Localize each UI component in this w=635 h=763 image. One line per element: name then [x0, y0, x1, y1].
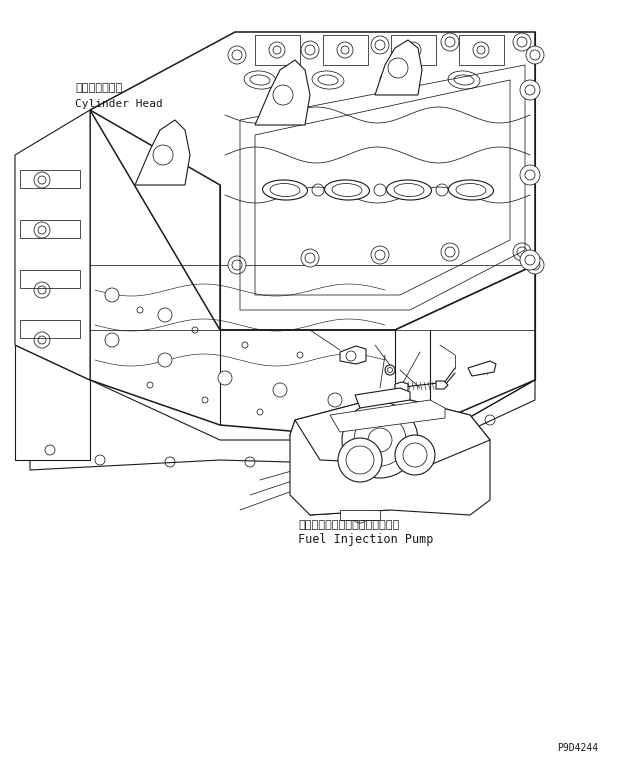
Polygon shape	[323, 35, 368, 65]
Circle shape	[301, 41, 319, 59]
Text: フェエルインジェクションポンプ: フェエルインジェクションポンプ	[298, 520, 399, 530]
Circle shape	[388, 58, 408, 78]
Circle shape	[105, 333, 119, 347]
Polygon shape	[468, 361, 496, 376]
Circle shape	[301, 249, 319, 267]
Polygon shape	[255, 60, 310, 125]
Circle shape	[520, 80, 540, 100]
Polygon shape	[135, 120, 190, 185]
Circle shape	[105, 288, 119, 302]
Polygon shape	[355, 388, 410, 408]
Circle shape	[273, 85, 293, 105]
Polygon shape	[30, 380, 535, 470]
Text: シリンダヘッド: シリンダヘッド	[75, 83, 123, 93]
Circle shape	[378, 401, 392, 415]
Circle shape	[218, 371, 232, 385]
Circle shape	[328, 393, 342, 407]
Circle shape	[513, 33, 531, 51]
Circle shape	[526, 46, 544, 64]
Polygon shape	[290, 395, 490, 515]
Polygon shape	[15, 345, 90, 460]
Circle shape	[371, 36, 389, 54]
Circle shape	[153, 145, 173, 165]
Polygon shape	[375, 40, 422, 95]
Polygon shape	[255, 35, 300, 65]
Polygon shape	[436, 381, 448, 389]
Circle shape	[273, 383, 287, 397]
Circle shape	[342, 402, 418, 478]
Text: P9D4244: P9D4244	[557, 743, 598, 753]
Text: Fuel Injection Pump: Fuel Injection Pump	[298, 533, 433, 546]
Polygon shape	[90, 110, 535, 440]
Polygon shape	[391, 35, 436, 65]
Polygon shape	[340, 346, 366, 364]
Circle shape	[520, 165, 540, 185]
Circle shape	[371, 246, 389, 264]
Polygon shape	[15, 110, 90, 380]
Text: Cylinder Head: Cylinder Head	[75, 99, 163, 109]
Circle shape	[228, 46, 246, 64]
Circle shape	[158, 353, 172, 367]
Polygon shape	[290, 420, 390, 515]
Ellipse shape	[324, 180, 370, 200]
Circle shape	[441, 243, 459, 261]
Circle shape	[520, 250, 540, 270]
Polygon shape	[90, 32, 535, 330]
Circle shape	[228, 256, 246, 274]
Polygon shape	[459, 35, 504, 65]
Polygon shape	[340, 510, 380, 520]
Circle shape	[526, 256, 544, 274]
Ellipse shape	[448, 180, 493, 200]
Ellipse shape	[387, 180, 432, 200]
Polygon shape	[330, 400, 445, 432]
Polygon shape	[295, 395, 490, 465]
Circle shape	[385, 365, 395, 375]
Circle shape	[338, 438, 382, 482]
Circle shape	[346, 351, 356, 361]
Circle shape	[395, 435, 435, 475]
Circle shape	[441, 33, 459, 51]
Polygon shape	[395, 382, 408, 394]
Circle shape	[158, 308, 172, 322]
Circle shape	[513, 243, 531, 261]
Ellipse shape	[262, 180, 307, 200]
